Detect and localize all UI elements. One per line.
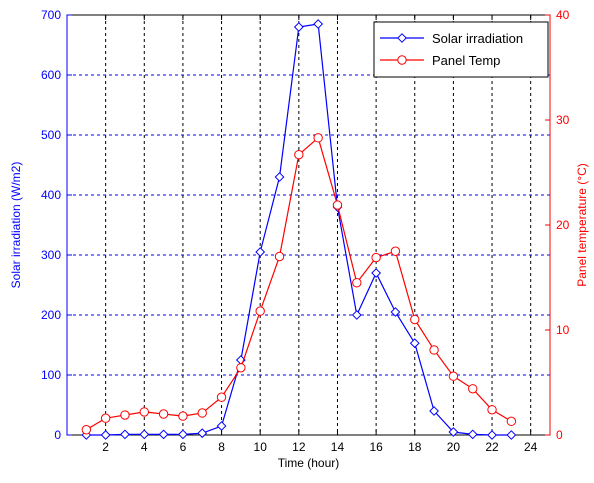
data-point [255,306,265,316]
x-tick-label: 24 [524,440,538,454]
legend-label: Solar irradiation [432,31,523,46]
data-point [313,19,324,29]
data-point [178,429,188,440]
data-point [332,200,343,210]
data-point [410,314,420,325]
x-tick-label: 18 [408,440,422,454]
data-point [506,430,517,440]
data-point [158,429,169,440]
data-point [139,407,149,417]
data-point [158,409,169,419]
data-point [390,307,401,317]
data-point [274,251,285,262]
legend-box [373,21,549,78]
data-point [506,416,517,427]
x-tick-label: 14 [331,440,345,454]
legend: Solar irradiation Panel Temp [373,21,549,78]
data-point [352,278,362,288]
data-point [468,384,478,394]
data-point [236,363,246,373]
y-left-tick-label: 700 [41,8,61,22]
data-point [429,345,439,355]
x-tick-label: 16 [369,440,383,454]
data-point [467,429,478,440]
data-point [371,268,382,278]
data-point [448,371,459,381]
y-right-tick-label: 0 [556,428,563,442]
data-point [294,149,304,160]
y-right-tick-label: 20 [556,218,570,232]
y-left-tick-label: 100 [41,368,61,382]
series-line [86,136,512,431]
data-point [197,428,208,439]
x-tick-label: 20 [447,440,461,454]
grid [67,15,550,435]
x-axis: 2 4 6 8 10 12 14 16 18 20 22 24 [102,15,538,454]
x-axis-label: Time (hour) [278,456,340,470]
data-point [197,408,207,418]
legend-marker [397,55,407,65]
data-point [293,22,304,32]
series-1 [81,19,517,440]
data-point [274,172,285,182]
legend-label: Panel Temp [432,53,500,68]
data-point [487,405,497,415]
data-point [81,425,92,435]
data-point [351,310,362,320]
x-tick-label: 4 [141,440,148,454]
x-tick-label: 8 [218,440,225,454]
data-point [409,338,420,349]
y-left-tick-label: 300 [41,248,61,262]
data-point [448,427,459,437]
y-left-tick-label: 400 [41,188,61,202]
data-point [216,421,227,431]
plot-frame [66,14,551,436]
data-point [390,246,401,256]
data-point [371,252,381,263]
data-point [100,413,111,423]
y-axis-left-label: Solar irradiation (W/m2) [9,162,23,289]
series-line [86,23,512,436]
data-point [255,247,266,257]
data-point [139,429,150,440]
y-axis-left: 0 100 200 300 400 500 600 700 [41,8,72,442]
x-tick-label: 6 [180,440,187,454]
data-point [120,429,130,440]
y-right-tick-label: 30 [556,113,570,127]
data-point [429,406,439,416]
y-axis-right-label: Panel temperature (°C) [575,163,589,287]
legend-entry: Solar irradiation [380,31,523,46]
y-left-tick-label: 500 [41,128,61,142]
data-point [120,410,130,420]
y-right-tick-label: 10 [556,323,570,337]
legend-marker [397,33,407,43]
data-point [313,133,323,143]
y-left-tick-label: 0 [54,428,61,442]
x-tick-label: 12 [292,440,306,454]
legend-entry: Panel Temp [380,53,500,68]
data-point [216,392,227,402]
data-point [178,411,188,421]
data-point [487,430,497,440]
y-left-tick-label: 600 [41,68,61,82]
x-tick-label: 22 [485,440,499,454]
x-tick-label: 2 [102,440,109,454]
y-left-tick-label: 200 [41,308,61,322]
y-right-tick-label: 40 [556,8,570,22]
series-2 [81,133,517,435]
y-axis-right: 0 10 20 30 40 [545,8,570,442]
x-tick-label: 10 [254,440,268,454]
series [81,19,517,440]
data-point [100,430,111,440]
